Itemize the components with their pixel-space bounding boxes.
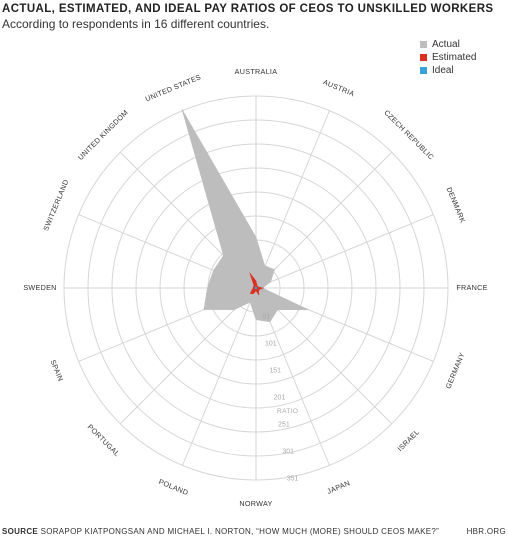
series-ideal [254,286,258,290]
legend-item-actual: Actual [420,38,476,51]
axis-label-ratio: RATIO [277,408,298,415]
category-label: AUSTRALIA [235,67,278,76]
category-label: PORTUGAL [86,422,122,458]
category-label: SWEDEN [23,283,56,292]
legend-label-estimated: Estimated [432,52,477,63]
spoke [255,110,330,289]
category-label: NORWAY [239,499,272,508]
category-label: UNITED STATES [144,72,202,103]
spoke [182,287,257,466]
spoke [255,287,393,425]
spoke [255,151,393,289]
chart-title: ACTUAL, ESTIMATED, AND IDEAL PAY RATIOS … [2,3,494,15]
legend-item-ideal: Ideal [420,64,476,77]
chart-subtitle: According to respondents in 16 different… [2,17,270,31]
tick-label: 151 [269,368,281,375]
radar-series [181,108,309,323]
category-label: ISRAEL [395,427,421,453]
legend-swatch-actual [420,41,427,48]
category-label: AUSTRIA [322,77,356,98]
radar-grid [63,95,449,481]
category-label: FRANCE [456,283,487,292]
legend-item-estimated: Estimated [420,51,476,64]
footer-source: SOURCE SORAPOP KIATPONGSAN AND MICHAEL I… [2,527,439,536]
category-label: DENMARK [445,186,468,225]
series-actual [181,108,309,323]
category-label: GERMANY [444,351,467,390]
tick-label: 301 [282,449,294,456]
legend-label-actual: Actual [432,39,460,50]
series-estimated [249,272,264,296]
spoke [119,287,257,425]
tick-label: 201 [274,395,286,402]
legend: Actual Estimated Ideal [420,38,476,77]
legend-swatch-estimated [420,54,427,61]
footer-site: HBR.ORG [466,527,506,536]
legend-swatch-ideal [420,67,427,74]
category-label: JAPAN [326,478,352,496]
tick-label: 351 [287,476,299,483]
category-label: SWITZERLAND [41,178,70,232]
tick-label: 1 [260,287,264,294]
tick-label: 51 [263,314,271,321]
tick-label: 251 [278,422,290,429]
source-label: SOURCE [2,527,39,536]
source-text: SORAPOP KIATPONGSAN AND MICHAEL I. NORTO… [40,527,440,536]
category-label: POLAND [157,477,189,497]
spoke [255,214,434,289]
tick-label: 101 [265,341,277,348]
legend-label-ideal: Ideal [432,65,454,76]
category-label: SPAIN [48,358,65,382]
